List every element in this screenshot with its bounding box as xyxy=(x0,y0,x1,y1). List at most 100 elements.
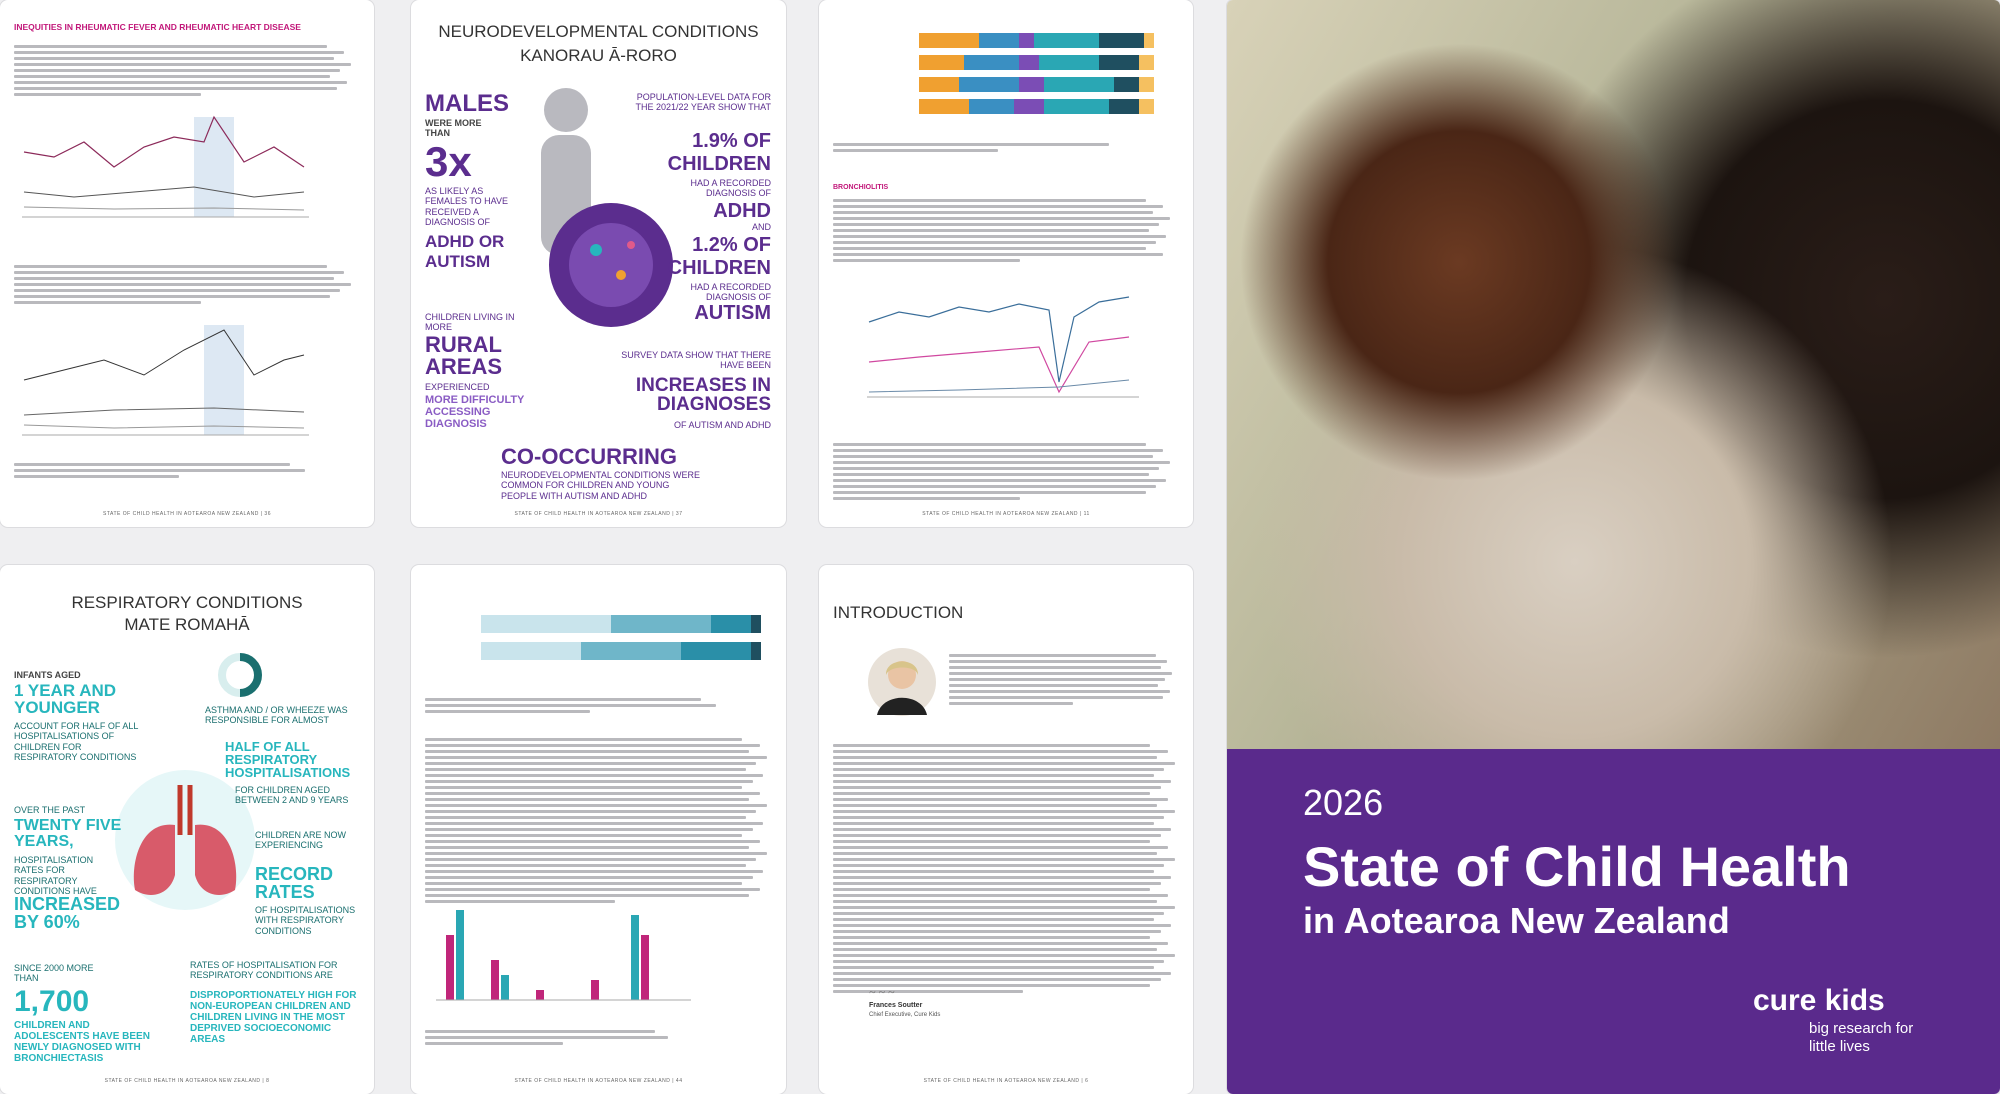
text-line xyxy=(833,491,1146,494)
stat-text: EXPERIENCED xyxy=(425,382,490,392)
text-line xyxy=(425,882,743,885)
text-line xyxy=(425,1030,655,1033)
stat-highlight: ADHD xyxy=(713,200,771,222)
text-line xyxy=(425,858,757,861)
stacked-bar-chart xyxy=(919,33,1154,114)
text-line xyxy=(425,816,746,819)
stat-text: HOSPITALISATION RATES FOR RESPIRATORY CO… xyxy=(14,855,97,897)
text-line xyxy=(14,283,351,286)
stat-value: 1.2% OF CHILDREN xyxy=(667,234,771,279)
brand-logo: cure kids xyxy=(1753,984,1885,1017)
portrait xyxy=(868,648,936,716)
stat-text: CHILDREN LIVING IN MORE xyxy=(425,312,515,333)
text-line xyxy=(833,828,1172,831)
body-text xyxy=(14,42,354,99)
text-line xyxy=(833,211,1153,214)
line-chart xyxy=(22,325,309,436)
text-line xyxy=(14,295,331,298)
text-line xyxy=(425,698,701,701)
text-line xyxy=(833,229,1150,232)
text-line xyxy=(833,449,1163,452)
stat-text: SINCE 2000 MORE THAN xyxy=(14,963,94,984)
text-line xyxy=(833,852,1158,855)
text-line xyxy=(14,301,201,304)
stat-text: POPULATION-LEVEL DATA FOR THE 2021/22 YE… xyxy=(635,92,771,113)
text-line xyxy=(833,984,1151,987)
line-chart xyxy=(867,296,1139,398)
page-footer: STATE OF CHILD HEALTH IN AOTEAROA NEW ZE… xyxy=(514,1078,683,1084)
text-line xyxy=(425,852,767,855)
text-line xyxy=(833,467,1160,470)
page-footer: STATE OF CHILD HEALTH IN AOTEAROA NEW ZE… xyxy=(922,511,1090,517)
text-line xyxy=(949,654,1156,657)
text-line xyxy=(14,475,179,478)
text-line xyxy=(425,798,750,801)
text-line xyxy=(949,702,1073,705)
text-line xyxy=(833,834,1161,837)
text-line xyxy=(833,768,1165,771)
stat-text: ACCOUNT FOR HALF OF ALL HOSPITALISATIONS… xyxy=(14,721,139,763)
text-line xyxy=(833,473,1150,476)
text-line xyxy=(425,870,764,873)
body-text xyxy=(833,196,1173,265)
text-line xyxy=(425,894,750,897)
text-line xyxy=(14,51,344,54)
body-text xyxy=(949,651,1174,708)
text-line xyxy=(425,750,750,753)
page-title: RESPIRATORY CONDITIONS xyxy=(71,593,303,612)
text-line xyxy=(425,774,764,777)
text-line xyxy=(425,822,764,825)
text-line xyxy=(833,756,1158,759)
stat-highlight: CHILDREN AND ADOLESCENTS HAVE BEEN NEWLY… xyxy=(14,1020,150,1064)
text-line xyxy=(833,443,1146,446)
text-line xyxy=(833,774,1154,777)
page-footer: STATE OF CHILD HEALTH IN AOTEAROA NEW ZE… xyxy=(103,511,271,517)
stat-text: HAD A RECORDED DIAGNOSIS OF xyxy=(690,282,771,303)
text-line xyxy=(425,834,743,837)
text-line xyxy=(833,497,1020,500)
report-page: NEURODEVELOPMENTAL CONDITIONS KANORAU Ā-… xyxy=(411,0,786,527)
stat-highlight: RURAL AREAS xyxy=(425,332,503,379)
text-line xyxy=(833,253,1163,256)
body-text xyxy=(14,460,314,481)
report-page: STATE OF CHILD HEALTH IN AOTEAROA NEW ZE… xyxy=(411,565,786,1094)
text-line xyxy=(833,870,1154,873)
text-line xyxy=(833,990,1023,993)
text-line xyxy=(833,894,1168,897)
bar-segment xyxy=(1044,77,1114,92)
text-line xyxy=(949,660,1168,663)
body-text xyxy=(833,140,1133,155)
lungs-illustration xyxy=(115,770,255,910)
bar-segment xyxy=(969,99,1014,114)
bar-segment xyxy=(1109,99,1139,114)
illustration xyxy=(541,88,673,327)
cover-subtitle: in Aotearoa New Zealand xyxy=(1303,900,1730,941)
text-line xyxy=(833,918,1154,921)
page-title: INTRODUCTION xyxy=(833,603,964,622)
text-line xyxy=(14,69,341,72)
bar-segment xyxy=(1039,55,1099,70)
page-footer: STATE OF CHILD HEALTH IN AOTEAROA NEW ZE… xyxy=(923,1078,1089,1084)
report-page: RESPIRATORY CONDITIONS MATE ROMAHĀ INFAN… xyxy=(0,565,374,1094)
text-line xyxy=(833,455,1153,458)
page-title: NEURODEVELOPMENTAL CONDITIONS xyxy=(438,22,759,41)
text-line xyxy=(425,804,767,807)
text-line xyxy=(833,235,1167,238)
section-heading: BRONCHIOLITIS xyxy=(833,184,889,191)
stat-text: HAD A RECORDED DIAGNOSIS OF xyxy=(690,178,771,199)
body-text xyxy=(425,735,770,906)
stat-highlight: MORE DIFFICULTY ACCESSING DIAGNOSIS xyxy=(425,394,525,430)
text-line xyxy=(425,876,753,879)
text-line xyxy=(833,798,1168,801)
text-line xyxy=(425,738,743,741)
cover-title: State of Child Health xyxy=(1303,835,1851,898)
text-line xyxy=(833,217,1170,220)
text-line xyxy=(833,762,1175,765)
cover-photo xyxy=(1227,0,2000,749)
text-line xyxy=(14,63,351,66)
text-line xyxy=(833,461,1170,464)
page-footer: STATE OF CHILD HEALTH IN AOTEAROA NEW ZE… xyxy=(514,511,683,517)
text-line xyxy=(425,744,760,747)
text-line xyxy=(14,271,344,274)
text-line xyxy=(833,846,1168,849)
